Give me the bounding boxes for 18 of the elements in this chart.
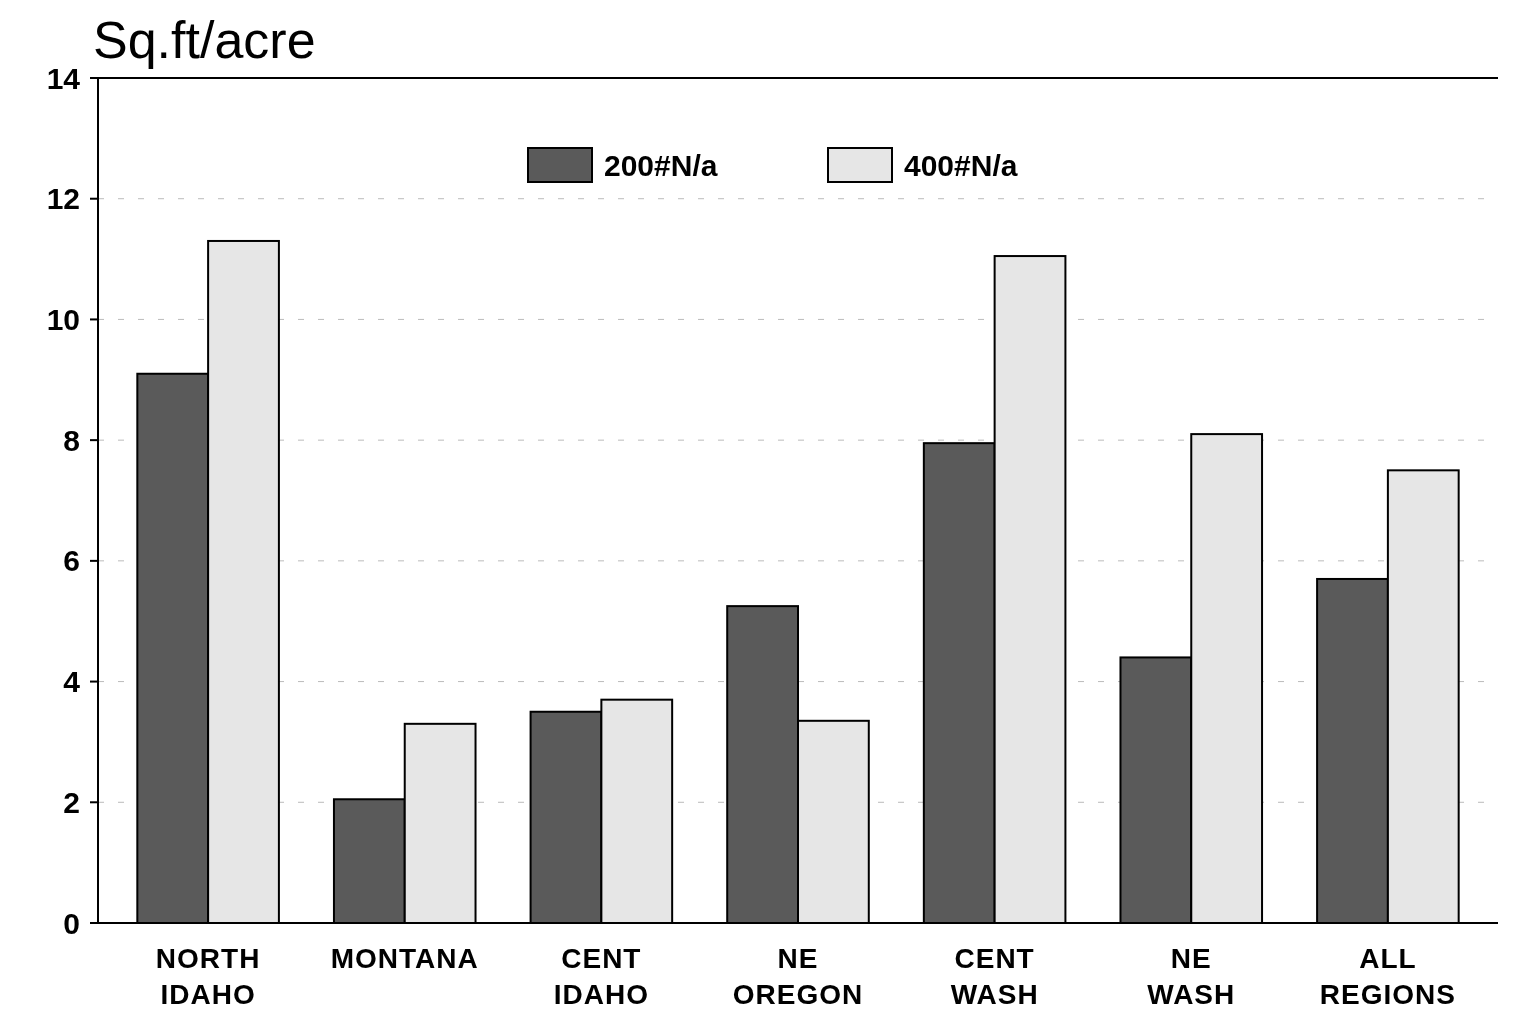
y-tick-label: 0 (63, 906, 80, 940)
y-axis-title: Sq.ft/acre (93, 11, 316, 69)
x-tick-label: NORTH IDAHO (155, 943, 261, 1010)
legend-label: 400#N/a (904, 148, 1018, 182)
y-tick-label: 14 (46, 61, 81, 95)
x-tick-label: NE WASH (1147, 943, 1236, 1010)
x-tick-label: CENT WASH (950, 943, 1039, 1010)
y-tick-label: 6 (63, 544, 80, 578)
x-tick-label: ALL REGIONS (1319, 943, 1456, 1010)
y-tick-label: 4 (63, 665, 81, 699)
x-tick-label: MONTANA (330, 943, 479, 974)
y-tick-label: 12 (46, 182, 80, 216)
legend-label: 200#N/a (604, 148, 718, 182)
x-tick-label: CENT IDAHO (553, 943, 649, 1010)
y-tick-label: 8 (63, 423, 80, 457)
y-tick-label: 10 (46, 302, 80, 336)
x-tick-label: NE OREGON (732, 943, 864, 1010)
y-tick-label: 2 (63, 785, 80, 819)
